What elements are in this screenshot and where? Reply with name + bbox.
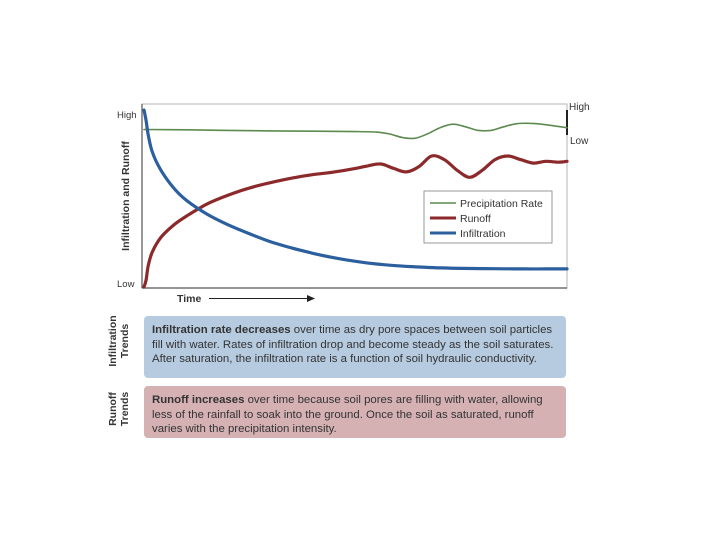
legend-label-precipitation: Precipitation Rate — [460, 198, 543, 210]
infiltration-line — [142, 108, 569, 271]
x-axis-label: Time — [177, 293, 201, 305]
y-axis-label: Infiltration and Runoff — [120, 141, 132, 251]
legend-label-infiltration: Infiltration — [460, 228, 506, 240]
right-tick-high: High — [569, 102, 590, 113]
y-tick-high: High — [117, 110, 137, 121]
runoff-trends-box: Runoff increases over time because soil … — [144, 386, 566, 438]
legend: Precipitation Rate Runoff Infiltration — [423, 190, 553, 244]
infiltration-trends-text: Infiltration Trends — [107, 315, 131, 367]
infiltration-trends-bold: Infiltration rate decreases — [152, 324, 291, 336]
legend-label-runoff: Runoff — [460, 213, 491, 225]
precipitation-rate-line — [143, 122, 568, 140]
runoff-trends-body: over time because soil pores are filling… — [152, 394, 543, 436]
runoff-trends-bold: Runoff increases — [152, 394, 245, 406]
infiltration-trends-box: Infiltration rate decreases over time as… — [144, 316, 566, 378]
infiltration-trends-label: Infiltration Trends — [107, 305, 133, 377]
runoff-trends-text: Runoff Trends — [107, 391, 131, 427]
y-tick-low: Low — [117, 279, 135, 290]
right-tick-low: Low — [570, 136, 589, 147]
infiltration-trends-body: over time as dry pore spaces between soi… — [152, 324, 554, 366]
runoff-trends-label: Runoff Trends — [107, 385, 133, 433]
runoff-line — [142, 154, 569, 289]
series-layer — [142, 108, 569, 289]
time-arrow-head — [307, 295, 315, 302]
